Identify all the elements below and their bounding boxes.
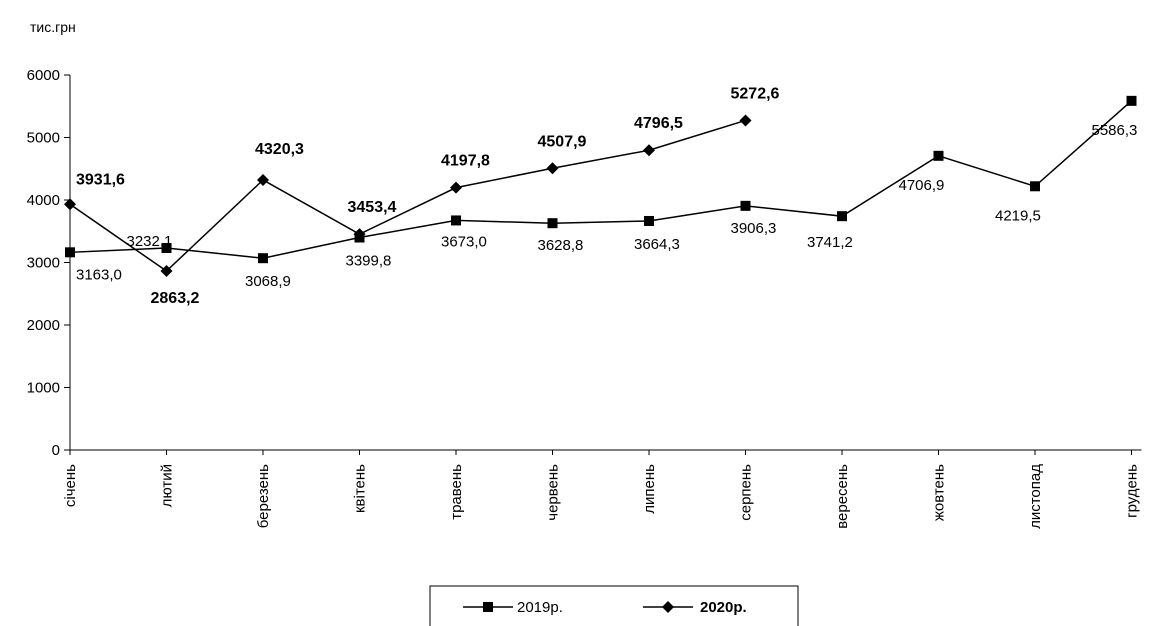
x-tick-label: грудень <box>1124 464 1141 518</box>
data-label-2019: 3399,8 <box>346 253 392 270</box>
data-label-2019: 3741,2 <box>807 234 853 251</box>
series-2019-marker <box>451 215 461 226</box>
x-tick-label: березень <box>255 464 272 528</box>
series-2019-marker <box>65 247 75 258</box>
x-tick-label: лютий <box>159 464 176 507</box>
x-tick-label: червень <box>545 464 562 521</box>
series-2020-marker <box>450 181 462 194</box>
data-label-2019: 3068,9 <box>245 273 291 290</box>
x-tick-label: жовтень <box>931 464 948 521</box>
data-label-2020: 4320,3 <box>255 141 304 158</box>
series-2020-marker <box>643 144 655 157</box>
data-label-2020: 4197,8 <box>441 153 490 170</box>
series-2019-marker <box>1030 181 1040 192</box>
data-label-2020: 3453,4 <box>348 199 397 216</box>
y-axis-unit-label: тис.грн <box>30 19 76 35</box>
x-tick-label: вересень <box>834 464 851 529</box>
x-tick-label: січень <box>62 464 79 507</box>
data-label-2019: 3628,8 <box>538 237 584 254</box>
data-label-2020: 4507,9 <box>538 133 587 150</box>
series-2019-marker <box>1126 95 1137 106</box>
y-tick-label: 4000 <box>27 192 60 209</box>
series-2020-marker <box>546 162 559 175</box>
legend: 2019р. 2020р. <box>429 585 799 626</box>
data-label-2020: 2863,2 <box>151 290 200 307</box>
y-tick-label: 1000 <box>27 380 60 397</box>
legend-marker-2020 <box>662 601 674 613</box>
data-label-2019: 3232,1 <box>127 233 173 250</box>
series-2019-marker <box>644 215 654 226</box>
y-tick-label: 5000 <box>27 130 60 147</box>
data-label-2019: 4706,9 <box>899 177 945 194</box>
axes: 0 1000 2000 3000 4000 5000 6000 січень лютий бере… <box>27 67 1142 529</box>
series-2020-marker <box>739 114 752 127</box>
series-2019-marker <box>837 211 847 222</box>
series-2020-marker <box>257 173 269 186</box>
data-label-2019: 5586,3 <box>1092 122 1138 139</box>
series-2020-marker <box>353 228 366 241</box>
x-tick-label: липень <box>641 464 658 514</box>
x-tick-label: листопад <box>1027 464 1044 529</box>
y-tick-label: 2000 <box>27 317 60 334</box>
series-2019-marker <box>161 242 172 253</box>
data-label-2019: 3664,3 <box>634 236 680 253</box>
data-label-2019: 4219,5 <box>995 207 1041 224</box>
series-2019-marker <box>258 253 268 264</box>
series-2020-marker <box>160 265 173 278</box>
y-tick-label: 3000 <box>27 255 60 272</box>
data-label-2020: 3931,6 <box>76 171 125 188</box>
series-2020-marker <box>64 198 76 211</box>
data-label-2020: 5272,6 <box>731 85 780 102</box>
legend-label-2019: 2019р. <box>517 599 563 616</box>
legend-label-2020: 2020р. <box>700 599 747 616</box>
x-tick-label: квітень <box>352 464 369 513</box>
data-label-2020: 4796,5 <box>634 115 683 132</box>
series-line-2019 <box>69 100 1132 259</box>
series-2019-marker <box>740 200 751 211</box>
data-label-2019: 3673,0 <box>441 233 487 250</box>
y-tick-label: 6000 <box>27 67 60 84</box>
x-tick-label: травень <box>448 464 465 520</box>
y-tick-label: 0 <box>52 442 60 459</box>
series-layer: 3163,0 3232,1 3068,9 3399,8 3673,0 3628,8 3664… <box>64 85 1137 307</box>
x-tick-label: серпень <box>738 464 755 521</box>
data-label-2019: 3163,0 <box>76 266 122 283</box>
data-label-2019: 3906,3 <box>731 220 777 237</box>
series-2019-marker <box>547 218 558 229</box>
series-line-2020 <box>69 119 746 273</box>
series-2019-marker <box>933 150 944 161</box>
legend-marker-2019 <box>483 602 493 612</box>
